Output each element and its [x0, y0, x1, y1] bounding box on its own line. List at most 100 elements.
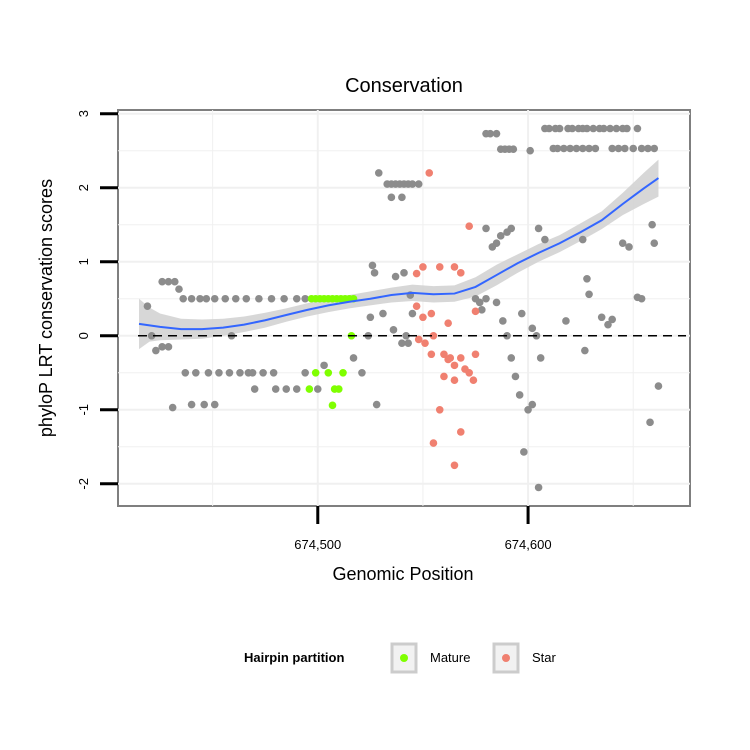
- point-star: [412, 302, 421, 310]
- point-other: [482, 224, 490, 233]
- point-other: [398, 339, 406, 347]
- point-star: [419, 263, 427, 271]
- point-other: [503, 331, 511, 340]
- point-other: [566, 144, 574, 153]
- point-star: [440, 372, 448, 381]
- point-mature: [311, 368, 320, 377]
- axes: -2 -1 0 1 2 3 674,500 674,600: [76, 110, 552, 552]
- point-other: [210, 400, 219, 409]
- legend-title: Hairpin partition: [244, 650, 344, 665]
- point-star: [421, 339, 429, 347]
- point-other: [255, 294, 263, 303]
- point-other: [236, 368, 244, 377]
- point-other: [499, 317, 507, 325]
- point-other: [534, 483, 543, 492]
- point-other: [585, 290, 593, 299]
- point-other: [259, 368, 267, 377]
- y-tick-label: 0: [76, 332, 91, 339]
- point-other: [650, 239, 659, 248]
- point-other: [585, 144, 593, 153]
- point-other: [175, 285, 183, 293]
- point-other: [225, 368, 234, 377]
- point-other: [608, 144, 616, 153]
- point-other: [408, 180, 417, 188]
- point-star: [425, 169, 434, 177]
- point-other: [629, 144, 638, 153]
- point-other: [152, 346, 160, 355]
- point-star: [465, 368, 473, 377]
- point-star: [450, 461, 459, 470]
- point-other: [562, 317, 570, 325]
- point-other: [599, 124, 608, 133]
- point-other: [292, 294, 301, 303]
- point-other: [496, 232, 505, 240]
- point-other: [164, 277, 173, 286]
- point-other: [604, 320, 612, 329]
- y-tick-label: -2: [76, 478, 91, 490]
- confidence-band-area: [139, 159, 659, 350]
- point-other: [553, 144, 562, 153]
- point-other: [608, 315, 616, 324]
- point-other: [400, 269, 408, 277]
- point-other: [560, 144, 568, 153]
- point-other: [168, 403, 177, 412]
- point-star: [412, 269, 421, 278]
- point-other: [242, 294, 251, 303]
- point-star: [450, 376, 459, 384]
- point-other: [606, 124, 614, 133]
- data-points: [143, 124, 663, 492]
- point-other: [187, 400, 196, 409]
- point-other: [568, 124, 577, 133]
- point-other: [517, 309, 526, 318]
- x-tick-label: 674,500: [294, 537, 341, 552]
- point-other: [349, 354, 358, 362]
- point-other: [507, 224, 516, 233]
- point-other: [398, 193, 406, 202]
- point-other: [221, 294, 230, 303]
- point-other: [402, 331, 410, 340]
- point-other: [292, 385, 301, 393]
- y-tick-label: 2: [76, 184, 91, 191]
- point-other: [545, 124, 553, 133]
- point-other: [471, 294, 480, 303]
- point-star: [450, 263, 459, 271]
- confidence-band: [139, 159, 659, 350]
- point-other: [625, 243, 633, 251]
- point-other: [520, 448, 528, 456]
- point-other: [511, 372, 520, 381]
- point-other: [492, 239, 501, 248]
- point-other: [478, 306, 486, 314]
- x-tick-label: 674,600: [505, 537, 552, 552]
- point-other: [387, 193, 396, 202]
- point-other: [192, 368, 200, 377]
- point-other: [250, 385, 259, 393]
- point-mature: [324, 368, 333, 377]
- y-tick-label: 1: [76, 258, 91, 265]
- point-other: [368, 261, 377, 270]
- point-other: [408, 309, 417, 318]
- point-other: [583, 124, 591, 133]
- legend: Hairpin partition Mature Star: [244, 642, 557, 674]
- point-other: [524, 405, 532, 414]
- x-axis-label: Genomic Position: [332, 564, 473, 584]
- point-other: [614, 144, 623, 153]
- chart-title: Conservation: [345, 75, 463, 97]
- point-other: [269, 368, 278, 377]
- point-other: [271, 385, 280, 393]
- point-other: [654, 382, 663, 390]
- point-star: [427, 309, 436, 318]
- point-other: [650, 144, 659, 153]
- point-other: [621, 144, 629, 153]
- point-other: [526, 146, 534, 155]
- point-star: [471, 307, 480, 316]
- point-other: [158, 343, 166, 351]
- point-other: [536, 354, 545, 362]
- point-other: [589, 124, 598, 133]
- point-other: [301, 368, 309, 377]
- point-other: [644, 144, 652, 153]
- point-star: [450, 361, 459, 370]
- smooth-curve: [138, 177, 660, 331]
- point-other: [280, 294, 288, 303]
- point-mature: [328, 401, 337, 410]
- point-other: [370, 269, 379, 277]
